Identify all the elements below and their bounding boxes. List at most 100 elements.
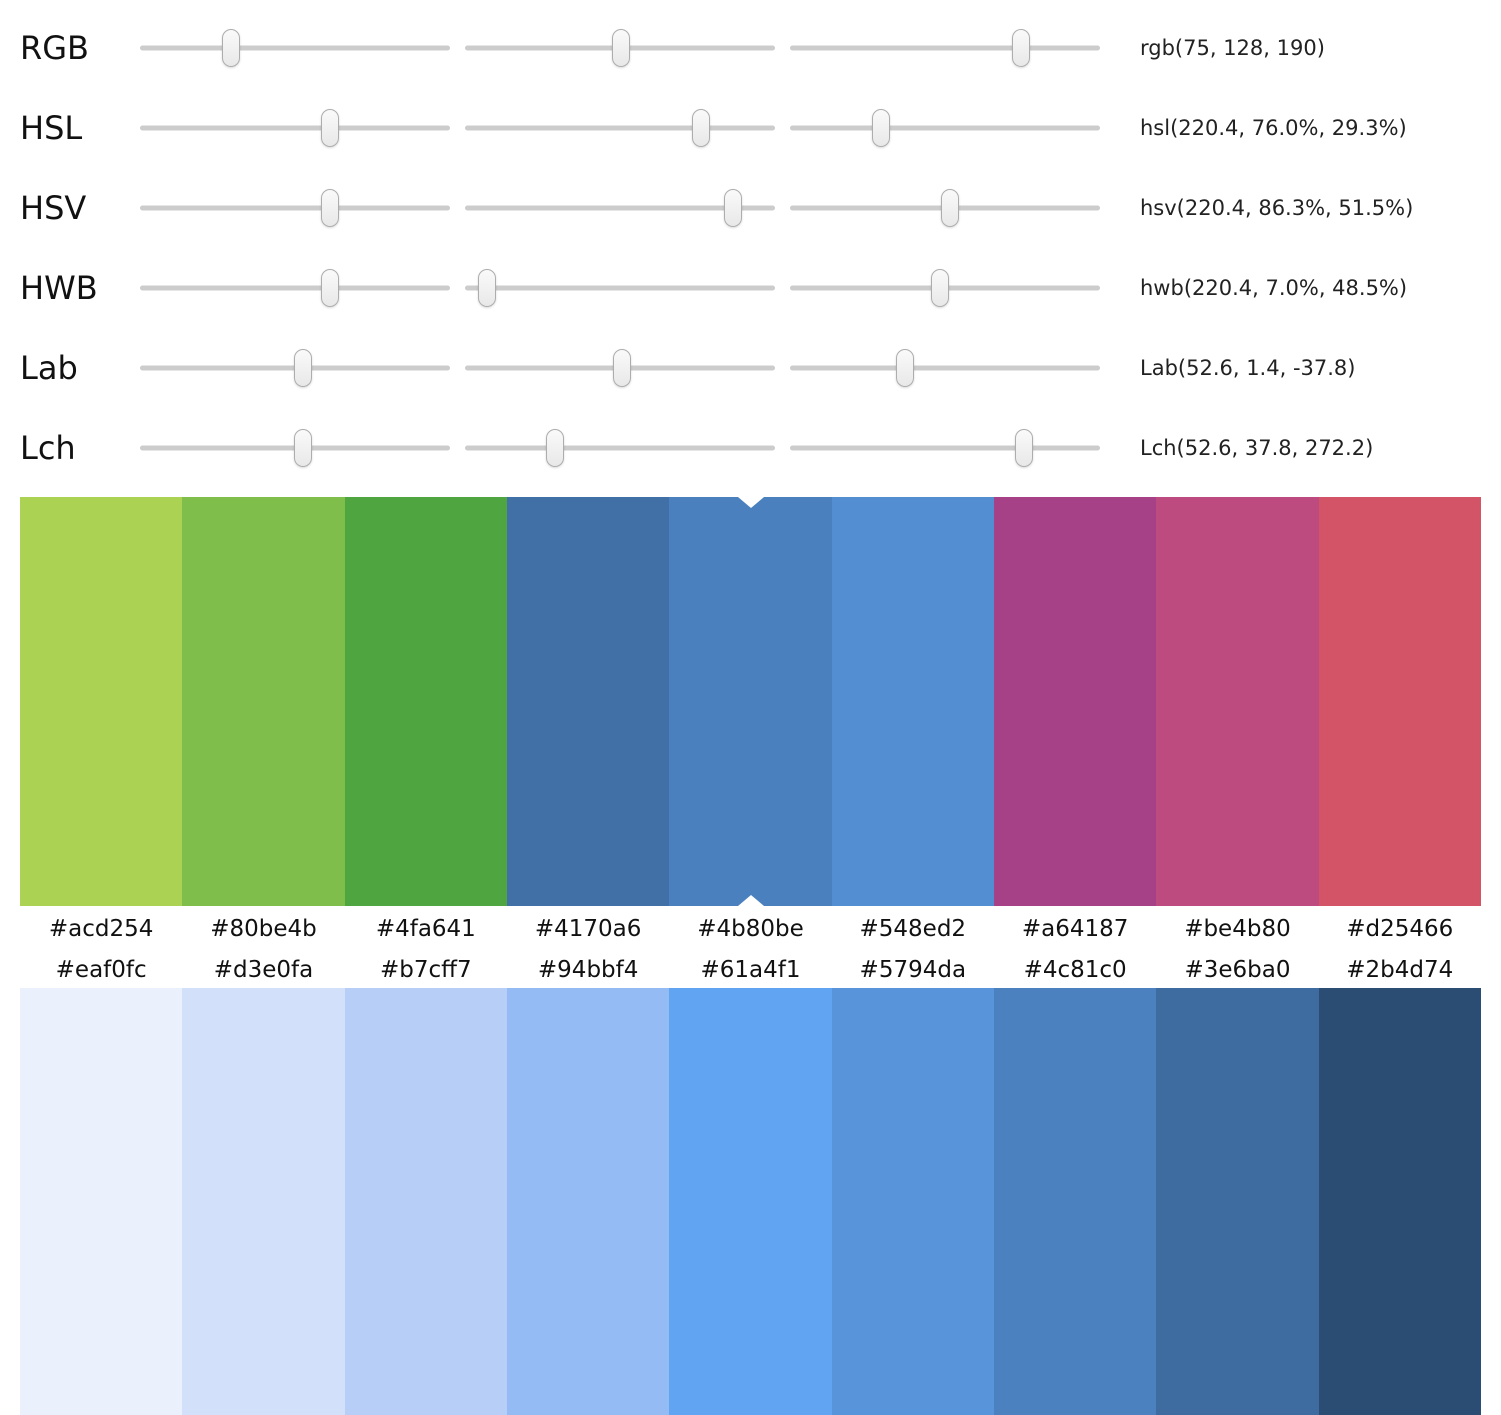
hsl-value-text: hsl(220.4, 76.0%, 29.3%) xyxy=(1140,116,1407,140)
swatch[interactable] xyxy=(344,497,507,906)
hex-label: #4fa641 xyxy=(375,916,476,942)
slider-track[interactable] xyxy=(140,125,450,131)
slider-row-lch: Lch Lch(52.6, 37.8, 272.2) xyxy=(20,408,1481,488)
slider-thumb[interactable] xyxy=(545,429,564,467)
slider-thumb[interactable] xyxy=(294,429,313,467)
swatch[interactable] xyxy=(506,497,670,906)
swatch[interactable] xyxy=(831,497,994,906)
slider-hwb-blackness[interactable] xyxy=(790,266,1100,310)
swatch[interactable] xyxy=(1318,497,1481,906)
swatch[interactable] xyxy=(831,988,994,1415)
slider-hwb-hue[interactable] xyxy=(140,266,450,310)
slider-thumb[interactable] xyxy=(1011,29,1030,67)
hex-label: #548ed2 xyxy=(859,916,967,942)
slider-row-lab: Lab Lab(52.6, 1.4, -37.8) xyxy=(20,328,1481,408)
slider-thumb[interactable] xyxy=(1015,429,1034,467)
swatch[interactable] xyxy=(506,988,670,1415)
slider-track[interactable] xyxy=(140,205,450,211)
swatch[interactable] xyxy=(20,988,183,1415)
hex-label: #acd254 xyxy=(48,916,154,942)
slider-track[interactable] xyxy=(140,285,450,291)
slider-track[interactable] xyxy=(465,445,775,451)
slider-thumb[interactable] xyxy=(320,189,339,227)
swatch[interactable] xyxy=(993,497,1157,906)
hex-label: #a64187 xyxy=(1021,916,1129,942)
lightness-palette-labels: #eaf0fc #d3e0fa #b7cff7 #94bbf4 #61a4f1 … xyxy=(20,952,1481,988)
slider-lch-hue[interactable] xyxy=(790,426,1100,470)
slider-thumb[interactable] xyxy=(940,189,959,227)
slider-thumb[interactable] xyxy=(294,349,313,387)
swatch[interactable] xyxy=(669,988,832,1415)
colorspace-label-rgb: RGB xyxy=(20,29,89,67)
slider-thumb[interactable] xyxy=(477,269,496,307)
color-sliders-panel: RGB rgb(75, 128, 190) HSL xyxy=(0,0,1501,488)
rgb-value-text: rgb(75, 128, 190) xyxy=(1140,36,1325,60)
slider-thumb[interactable] xyxy=(222,29,241,67)
colorspace-label-hwb: HWB xyxy=(20,269,98,307)
hex-label: #94bbf4 xyxy=(537,957,639,983)
swatch[interactable] xyxy=(182,988,345,1415)
selected-color-marker-bottom xyxy=(737,895,764,906)
slider-row-hwb: HWB hwb(220.4, 7.0%, 48.5%) xyxy=(20,248,1481,328)
slider-hsv-value[interactable] xyxy=(790,186,1100,230)
slider-thumb[interactable] xyxy=(611,29,630,67)
slider-track[interactable] xyxy=(465,125,775,131)
hex-label: #b7cff7 xyxy=(380,957,472,983)
slider-hwb-whiteness[interactable] xyxy=(465,266,775,310)
slider-hsl-saturation[interactable] xyxy=(465,106,775,150)
slider-thumb[interactable] xyxy=(691,109,710,147)
swatch[interactable] xyxy=(1156,988,1319,1415)
slider-track[interactable] xyxy=(465,285,775,291)
slider-hsv-saturation[interactable] xyxy=(465,186,775,230)
slider-rgb-red[interactable] xyxy=(140,26,450,70)
swatch[interactable] xyxy=(344,988,507,1415)
lightness-palette-strip xyxy=(20,988,1481,1415)
slider-track[interactable] xyxy=(140,45,450,51)
slider-track[interactable] xyxy=(790,125,1100,131)
hex-label: #4c81c0 xyxy=(1023,957,1127,983)
swatch[interactable] xyxy=(1156,497,1319,906)
slider-lab-a[interactable] xyxy=(465,346,775,390)
colorspace-label-lab: Lab xyxy=(20,349,78,387)
swatch[interactable] xyxy=(669,497,832,906)
slider-thumb[interactable] xyxy=(320,109,339,147)
slider-rgb-green[interactable] xyxy=(465,26,775,70)
slider-thumb[interactable] xyxy=(931,269,950,307)
swatch[interactable] xyxy=(993,988,1157,1415)
hue-palette-labels: #acd254 #80be4b #4fa641 #4170a6 #4b80be … xyxy=(20,906,1481,952)
hex-label: #3e6ba0 xyxy=(1184,957,1291,983)
swatch[interactable] xyxy=(182,497,345,906)
slider-track[interactable] xyxy=(790,365,1100,371)
hwb-value-text: hwb(220.4, 7.0%, 48.5%) xyxy=(1140,276,1408,300)
slider-hsl-lightness[interactable] xyxy=(790,106,1100,150)
slider-track[interactable] xyxy=(790,445,1100,451)
hex-label: #d3e0fa xyxy=(213,957,314,983)
slider-thumb[interactable] xyxy=(320,269,339,307)
hex-label: #80be4b xyxy=(210,916,317,942)
slider-thumb[interactable] xyxy=(723,189,742,227)
slider-lab-l[interactable] xyxy=(140,346,450,390)
swatch[interactable] xyxy=(20,497,183,906)
hex-label: #2b4d74 xyxy=(1346,957,1454,983)
slider-thumb[interactable] xyxy=(871,109,890,147)
colorspace-label-lch: Lch xyxy=(20,429,76,467)
slider-lch-chroma[interactable] xyxy=(465,426,775,470)
colorspace-label-hsl: HSL xyxy=(20,109,83,147)
slider-rgb-blue[interactable] xyxy=(790,26,1100,70)
hex-label: #be4b80 xyxy=(1184,916,1291,942)
swatch[interactable] xyxy=(1318,988,1481,1415)
slider-hsl-hue[interactable] xyxy=(140,106,450,150)
hex-label: #eaf0fc xyxy=(55,957,147,983)
slider-track[interactable] xyxy=(790,45,1100,51)
slider-track[interactable] xyxy=(465,205,775,211)
slider-row-rgb: RGB rgb(75, 128, 190) xyxy=(20,8,1481,88)
selected-color-marker-top xyxy=(737,497,764,508)
slider-row-hsl: HSL hsl(220.4, 76.0%, 29.3%) xyxy=(20,88,1481,168)
slider-thumb[interactable] xyxy=(612,349,631,387)
slider-thumb[interactable] xyxy=(895,349,914,387)
slider-hsv-hue[interactable] xyxy=(140,186,450,230)
slider-lch-l[interactable] xyxy=(140,426,450,470)
slider-lab-b[interactable] xyxy=(790,346,1100,390)
colorspace-label-hsv: HSV xyxy=(20,189,87,227)
